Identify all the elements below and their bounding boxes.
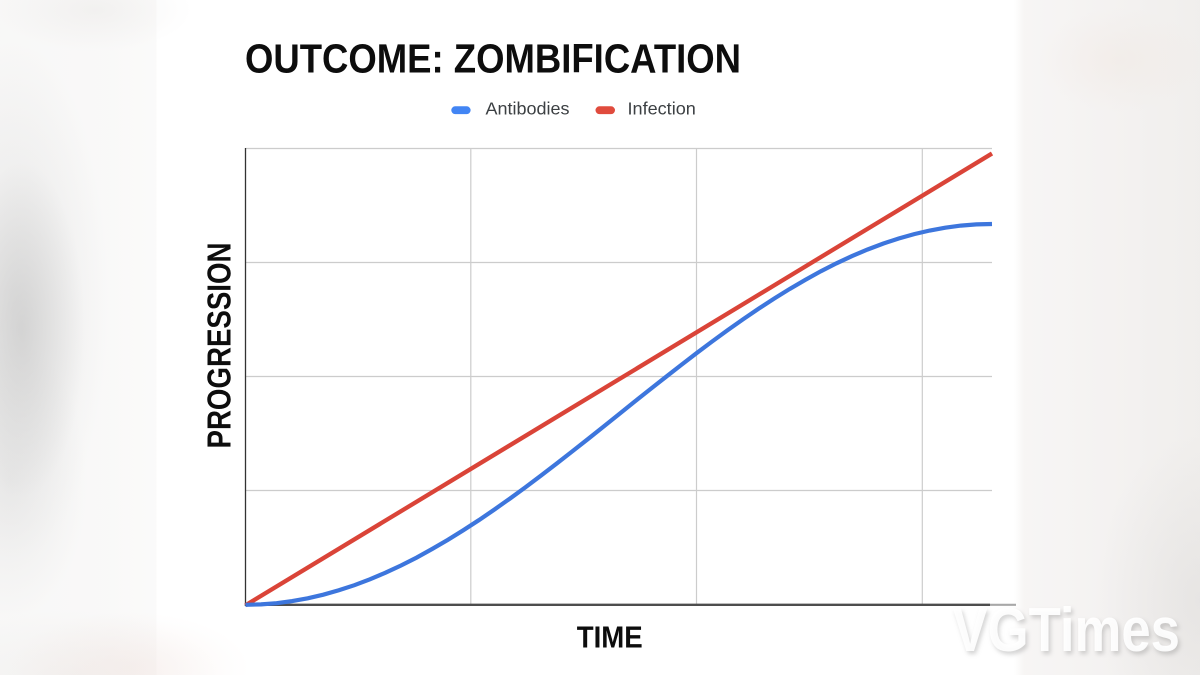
svg-text:TIME: TIME (577, 619, 643, 654)
svg-text:PROGRESSION: PROGRESSION (201, 243, 238, 449)
svg-text:Infection: Infection (628, 99, 696, 119)
svg-text:VGTimes: VGTimes (953, 596, 1181, 665)
svg-text:Antibodies: Antibodies (486, 99, 570, 119)
svg-text:OUTCOME: ZOMBIFICATION: OUTCOME: ZOMBIFICATION (245, 35, 741, 81)
